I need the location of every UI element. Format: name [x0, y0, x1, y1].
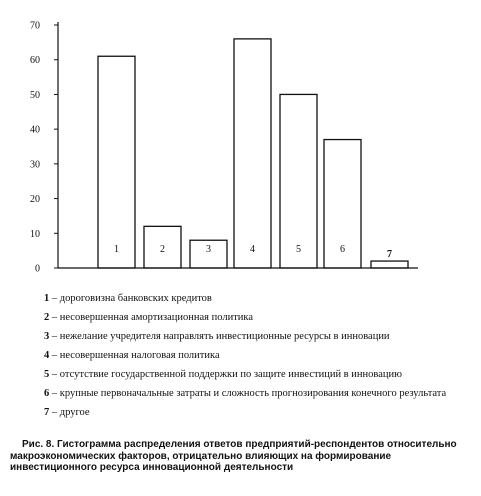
legend-item-5: 5 – отсутствие государственной поддержки…	[44, 369, 402, 380]
bar-label-2: 2	[160, 244, 165, 255]
bar-number-labels: 1 2 3 4 5 6 7	[114, 244, 392, 260]
legend-key: 6	[44, 388, 50, 399]
legend-text: несовершенная налоговая политика	[59, 350, 220, 361]
legend-key: 2	[44, 312, 50, 323]
bar-4	[233, 38, 272, 269]
legend-text: несовершенная амортизационная политика	[59, 312, 254, 323]
legend-text: нежелание учредителя направлять инвестиц…	[59, 331, 390, 342]
bar-label-6: 6	[340, 244, 345, 255]
legend-text: отсутствие государственной поддержки по …	[59, 369, 402, 380]
legend-text: другое	[59, 407, 90, 418]
y-tick-label: 20	[30, 194, 40, 205]
bar-chart: 0 10 20 30 40 50 60 70 1 2 3 4 5 6 7	[30, 21, 418, 275]
legend-key: 4	[44, 350, 50, 361]
y-tick-label: 30	[30, 159, 40, 170]
bar-1	[97, 55, 136, 269]
y-tick-label: 60	[30, 55, 40, 66]
bar-5	[279, 93, 318, 269]
bar-2	[143, 225, 182, 269]
figure-caption-text: Рис. 8. Гистограмма распределения ответо…	[10, 439, 457, 473]
legend-item-1: 1 – дороговизна банковских кредитов	[44, 293, 212, 304]
bar-7	[370, 260, 409, 269]
legend-item-2: 2 – несовершенная амортизационная полити…	[44, 312, 254, 323]
y-tick-label: 40	[30, 125, 40, 136]
legend-text: крупные первоначальные затраты и сложнос…	[59, 388, 447, 399]
legend-item-3: 3 – нежелание учредителя направлять инве…	[44, 331, 390, 342]
bar-label-5: 5	[296, 244, 301, 255]
y-axis-ticks: 0 10 20 30 40 50 60 70	[30, 21, 58, 275]
bars	[97, 38, 409, 269]
legend-item-6: 6 – крупные первоначальные затраты и сло…	[44, 388, 447, 399]
y-tick-label: 50	[30, 90, 40, 101]
legend-key: 3	[44, 331, 50, 342]
legend-item-4: 4 – несовершенная налоговая политика	[44, 350, 220, 361]
bar-label-3: 3	[206, 244, 211, 255]
legend-key: 1	[44, 293, 50, 304]
legend-item-7: 7 – другое	[44, 407, 90, 418]
y-tick-label: 70	[30, 21, 40, 32]
bar-6	[323, 138, 362, 269]
y-tick-label: 10	[30, 229, 40, 240]
bar-label-1: 1	[114, 244, 119, 255]
bar-label-7: 7	[387, 249, 392, 260]
legend-key: 7	[44, 407, 50, 418]
bar-label-4: 4	[250, 244, 255, 255]
legend-key: 5	[44, 369, 50, 380]
figure-caption: Рис. 8. Гистограмма распределения ответо…	[10, 439, 478, 474]
y-tick-label: 0	[35, 264, 40, 275]
legend-text: дороговизна банковских кредитов	[59, 293, 212, 304]
